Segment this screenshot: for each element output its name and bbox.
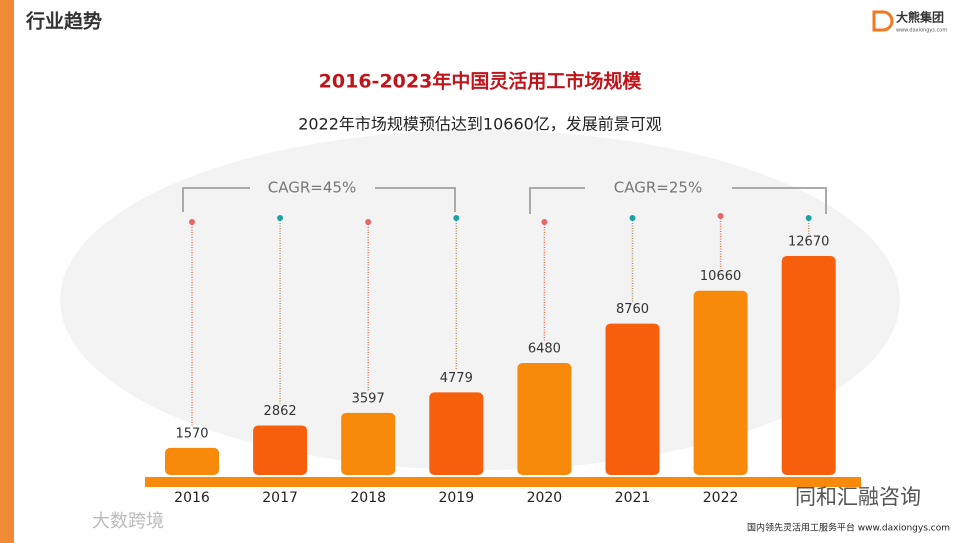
- watermark: 同和汇融咨询: [795, 485, 921, 509]
- bar: [517, 362, 572, 475]
- data-label: 4779: [440, 371, 473, 386]
- bar: [341, 412, 396, 475]
- data-label: 6480: [528, 341, 561, 356]
- cagr-label: CAGR=45%: [268, 179, 356, 197]
- x-tick-label: 2018: [350, 490, 386, 506]
- watermark: 大数跨境: [92, 511, 164, 532]
- footer-tagline: 国内领先灵活用工服务平台 www.daxiongys.com: [747, 522, 950, 534]
- axis-band: [145, 477, 861, 487]
- map-backdrop: [60, 130, 900, 470]
- data-label: 10660: [700, 269, 741, 284]
- leader-dot: [629, 215, 636, 221]
- cagr-label: CAGR=25%: [614, 179, 702, 197]
- x-tick-label: 2017: [262, 490, 298, 506]
- data-label: 2862: [264, 404, 297, 419]
- data-label: 8760: [616, 302, 649, 317]
- bar: [429, 392, 484, 475]
- data-label: 3597: [352, 391, 385, 406]
- leader-dot: [453, 215, 460, 221]
- data-label: 12670: [788, 235, 829, 250]
- data-label: 1570: [175, 426, 208, 441]
- x-tick-label: 2020: [527, 490, 563, 506]
- x-tick-label: 2022: [703, 490, 739, 506]
- side-stripe: [0, 0, 14, 543]
- x-tick-label: 2021: [615, 490, 651, 506]
- logo-url: www.daxiongys.com: [896, 28, 947, 34]
- cagr-bracket: [182, 187, 456, 212]
- section-title: 行业趋势: [25, 10, 102, 33]
- logo-mark: [872, 10, 894, 32]
- x-tick-label: 2019: [438, 490, 474, 506]
- leader-dot: [541, 219, 548, 225]
- bar: [605, 323, 660, 475]
- x-tick-label: 2016: [174, 490, 210, 506]
- bar: [253, 425, 308, 475]
- chart-title: 2016-2023年中国灵活用工市场规模: [319, 70, 643, 93]
- bar: [165, 447, 219, 475]
- leader-dot: [189, 219, 195, 225]
- leader-dot: [277, 215, 284, 221]
- bar: [693, 290, 748, 475]
- leader-dot: [717, 213, 724, 219]
- leader-dot: [365, 219, 372, 225]
- bar: [781, 256, 836, 475]
- chart-subtitle: 2022年市场规模预估达到10660亿，发展前景可观: [298, 115, 662, 134]
- logo-name: 大熊集团: [896, 10, 944, 25]
- cagr-bracket: [529, 187, 827, 214]
- leader-dot: [805, 215, 812, 221]
